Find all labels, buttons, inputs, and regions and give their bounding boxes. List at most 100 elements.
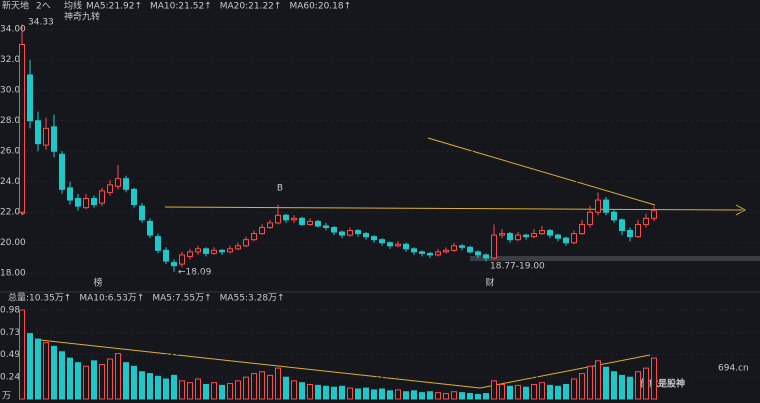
volume-bar [155,375,161,400]
volume-legend: 总量:10.35万↑ [8,292,71,304]
candle-body [563,237,569,244]
candle-body [491,234,497,259]
volume-bar [435,392,441,400]
volume-bar [563,383,569,400]
volume-bar [115,353,121,400]
candle-body [539,230,545,235]
volume-bar [515,384,521,400]
volume-tick-label: 0.24 [0,373,20,383]
volume-bar [627,376,633,400]
candle-body [587,211,593,225]
volume-legend: MA55:3.28万↑ [220,294,285,304]
stock-name: 新天地 [2,0,29,12]
volume-bar [555,385,561,400]
volume-bar [27,333,33,400]
volume-bar [123,362,129,400]
candle-body [435,251,441,256]
candle-body [483,254,489,259]
volume-bar [603,366,609,400]
candle-body [283,214,289,221]
y-tick-label: 22.00 [0,208,26,218]
candle-body [67,187,73,201]
volume-bar [19,309,25,400]
candle-body [147,220,153,236]
range-band [470,256,760,261]
volume-bar [363,387,369,400]
candle-body [35,120,41,145]
candle-body [427,252,433,256]
candle-body [123,178,129,190]
volume-bar [251,373,257,400]
volume-bar [539,382,545,400]
ma-legend: MA20:21.22↑ [220,2,282,12]
volume-bar [467,393,473,400]
candle-body [211,249,217,254]
candle-body [203,248,209,254]
candle-body [267,222,273,228]
volume-bar [531,383,537,400]
candle-body [235,245,241,250]
volume-bar [347,387,353,400]
candle-body [547,230,553,236]
volume-bar [595,360,601,400]
volume-bar [403,391,409,400]
volume-bar [651,357,657,400]
volume-bar [107,358,113,400]
marker: 财 [485,277,494,289]
volume-bar [419,392,425,400]
trend-arrow [735,204,747,216]
candle-body [611,211,617,221]
y-tick-label: 32.00 [0,55,26,65]
candle-body [27,74,33,122]
volume-bar [547,384,553,400]
indicator-name: 神奇九转 [64,11,100,23]
candle-body [523,234,529,238]
y-tick-label: 20.00 [0,238,26,248]
candle-body [43,127,49,146]
candle-body [139,205,145,221]
volume-bar [291,380,297,400]
trend-line [164,206,743,211]
candle-body [379,239,385,244]
volume-bar [75,362,81,400]
candle-body [75,198,81,207]
candle-body [107,184,113,193]
candle-body [603,199,609,213]
volume-bar [259,371,265,400]
marker: 榜 [93,277,102,289]
ma-legend: MA60:20.18↑ [289,2,351,12]
y-tick-label: 30.00 [0,86,26,96]
volume-bar [355,388,361,400]
volume-bar [587,365,593,400]
volume-bar [195,378,201,400]
volume-bar [619,374,625,400]
candle-body [323,225,329,228]
volume-bar [51,345,57,400]
candle-body [467,246,473,253]
volume-bar [139,371,145,400]
volume-bar [235,380,241,400]
volume-bar [227,383,233,400]
volume-bar [443,393,449,400]
candle-body [499,233,505,236]
candle-body [83,198,89,209]
volume-bar [387,390,393,400]
candle-body [91,198,97,206]
volume-bar [611,371,617,400]
candle-body [627,230,633,238]
volume-bar [131,365,137,400]
watermark-site: 694.cn [718,364,749,374]
candle-body [187,251,193,257]
volume-bar [163,378,169,400]
volume-bar [267,374,273,400]
candle-body [619,219,625,232]
volume-bar [35,338,41,400]
volume-bar [371,389,377,400]
volume-bar [491,380,497,400]
volume-bar [395,389,401,400]
low-label: ←18.09 [178,268,212,278]
candle-body [579,223,585,235]
volume-bar [83,365,89,400]
volume-bar [203,383,209,400]
